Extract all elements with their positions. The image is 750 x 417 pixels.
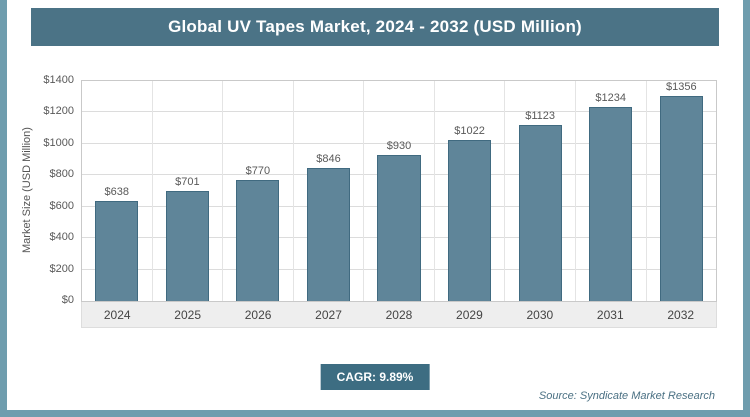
x-tick-label: 2027 [315, 307, 342, 322]
x-tick-label: 2032 [667, 307, 695, 322]
y-tick-label: $1000 [43, 136, 74, 149]
y-axis: $0 $200 $400 $600 $800 $1000 $1200 $1400 [35, 74, 81, 306]
chart-title-bar: Global UV Tapes Market, 2024 - 2032 (USD… [31, 8, 719, 46]
gridline [82, 111, 716, 113]
y-tick-label: $1200 [43, 105, 74, 118]
bar-value-label: $1022 [454, 125, 485, 138]
y-tick-label: $0 [61, 294, 74, 306]
bars-container: $638 $701 $770 $846 $930 $1022 $1123 $1234 $1356 [82, 81, 716, 301]
x-tick-label: 2028 [385, 307, 413, 322]
y-tick-label: $200 [49, 262, 74, 275]
plot-area: $638 $701 $770 $846 $930 $1022 $1123 $1234 $1356 [81, 80, 717, 302]
bar-cell: $638 [82, 81, 153, 301]
bar-cell: $1123 [505, 81, 576, 301]
bar-value-label: $1356 [665, 81, 697, 93]
bar [448, 140, 492, 301]
bar [95, 200, 139, 301]
x-tick-label: 2030 [526, 307, 554, 322]
y-tick-label: $400 [49, 231, 74, 244]
x-tick-label: 2026 [244, 307, 272, 322]
bar-value-label: $846 [316, 153, 341, 166]
bar [589, 107, 633, 301]
x-tick-label: 2031 [596, 307, 624, 322]
bar-value-label: $770 [245, 165, 271, 177]
bar-cell: $930 [364, 81, 435, 301]
bar-cell: $1356 [647, 81, 717, 301]
chart-main: $0 $200 $400 $600 $800 $1000 $1200 $1400 $638 $7… [35, 74, 717, 328]
gridline [82, 142, 716, 144]
bar-cell: $1022 [435, 81, 506, 301]
cagr-badge: CAGR: 9.89% [320, 364, 430, 390]
x-axis-spacer [35, 302, 81, 328]
bar-cell: $846 [294, 81, 365, 301]
y-tick-label: $600 [49, 199, 74, 212]
bar-value-label: $638 [104, 185, 130, 198]
bar [306, 168, 351, 301]
source-credit: Source: Syndicate Market Research [538, 390, 715, 402]
bar-value-label: $1234 [595, 92, 627, 105]
chart-title: Global UV Tapes Market, 2024 - 2032 (USD… [168, 17, 582, 36]
x-tick-label: 2029 [456, 307, 483, 322]
x-tick-label: 2025 [174, 307, 201, 322]
bar [236, 180, 280, 301]
bar [518, 124, 562, 301]
bar-value-label: $701 [175, 175, 200, 188]
footer: CAGR: 9.89% Source: Syndicate Market Res… [7, 364, 743, 406]
bar [165, 190, 209, 301]
x-tick-label: 2024 [103, 307, 131, 322]
bar [659, 96, 703, 301]
bar-value-label: $1123 [525, 109, 556, 122]
bar-cell: $701 [153, 81, 224, 301]
x-axis-row: 2024 2025 2026 2027 2028 2029 2030 2031 2032 [35, 302, 717, 328]
y-tick-label: $800 [49, 168, 74, 181]
x-axis: 2024 2025 2026 2027 2028 2029 2030 2031 2032 [81, 302, 717, 328]
bar-cell: $770 [223, 81, 294, 301]
chart: Market Size (USD Million) $0 $200 $400 $600… [19, 74, 717, 328]
plot-row: $0 $200 $400 $600 $800 $1000 $1200 $1400 $638 $7… [35, 74, 717, 306]
bar [377, 154, 421, 301]
y-tick-label: $1400 [43, 74, 74, 86]
bar-cell: $1234 [576, 81, 647, 301]
bar-value-label: $930 [386, 139, 412, 152]
y-axis-title: Market Size (USD Million) [21, 127, 33, 253]
